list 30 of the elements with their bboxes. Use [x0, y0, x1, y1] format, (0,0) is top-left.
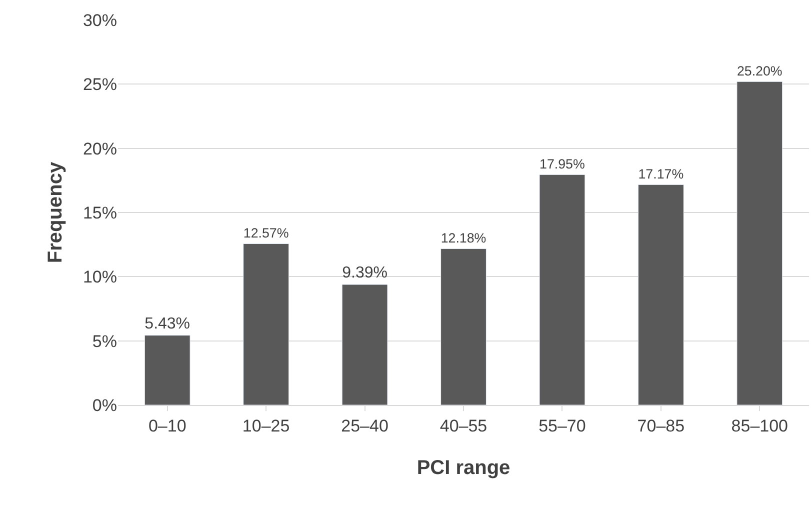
- data-label: 12.18%: [440, 230, 486, 246]
- bar: [243, 243, 290, 405]
- x-tick-label: 10–25: [242, 416, 290, 436]
- bar: [736, 81, 783, 405]
- y-tick-label: 5%: [92, 332, 117, 351]
- x-tick-label: 85–100: [731, 416, 788, 436]
- y-axis-title: Frequency: [44, 161, 66, 264]
- x-tick-label: 70–85: [637, 416, 685, 436]
- y-tick-label: 30%: [82, 10, 117, 30]
- data-label: 12.57%: [243, 226, 289, 241]
- y-tick-label: 10%: [82, 268, 117, 287]
- bar: [638, 184, 684, 405]
- data-label: 9.39%: [342, 264, 388, 282]
- x-axis-title: PCI range: [416, 456, 510, 479]
- y-tick-label: 20%: [82, 139, 117, 158]
- data-label: 17.17%: [638, 166, 684, 182]
- y-tick-label: 25%: [82, 75, 117, 94]
- bar: [144, 335, 190, 405]
- x-tick-label: 55–70: [538, 416, 586, 436]
- x-tick-label: 0–10: [148, 416, 186, 436]
- y-tick-label: 0%: [92, 396, 117, 415]
- bar: [440, 248, 486, 405]
- x-tick-label: 40–55: [440, 416, 488, 436]
- data-label: 25.20%: [736, 63, 782, 78]
- data-label: 5.43%: [144, 316, 190, 333]
- y-tick-label: 15%: [82, 203, 117, 222]
- bar: [342, 284, 388, 405]
- x-tick-label: 25–40: [341, 416, 388, 436]
- bar: [539, 174, 586, 405]
- data-label: 17.95%: [540, 156, 585, 172]
